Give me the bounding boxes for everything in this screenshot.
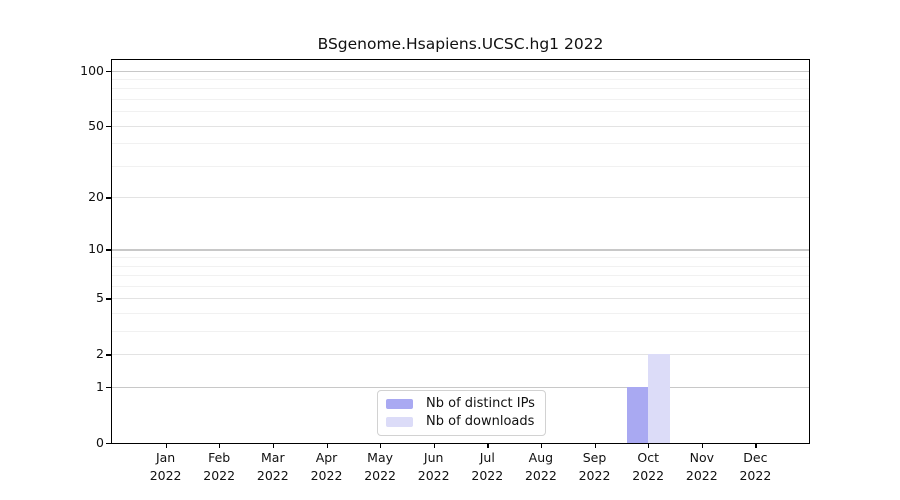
y-tick-mark: [106, 70, 112, 72]
gridline-minor: [112, 265, 809, 267]
y-tick-mark: [106, 443, 112, 445]
gridline-minor: [112, 88, 809, 90]
y-tick-label: 10: [88, 241, 104, 257]
y-tick-label: 20: [88, 189, 104, 205]
gridline-major: [112, 387, 809, 389]
x-tick-mark: [487, 443, 489, 448]
x-tick-mark: [701, 443, 704, 448]
gridline-minor: [112, 285, 809, 287]
x-tick-mark: [380, 443, 382, 448]
x-tick-label: Feb 2022: [184, 449, 254, 484]
x-tick-year: 2022: [203, 467, 236, 483]
y-tick-label: 2: [96, 346, 104, 362]
y-tick-label: 0: [96, 435, 104, 450]
y-tick-mark: [106, 197, 112, 199]
x-tick-label: Aug 2022: [506, 449, 576, 484]
chart-title: BSgenome.Hsapiens.UCSC.hg1 2022: [317, 35, 604, 53]
x-tick-year: 2022: [578, 467, 611, 483]
y-tick-mark: [106, 298, 112, 300]
x-tick-month: Oct: [637, 450, 659, 465]
x-tick-label: Nov 2022: [667, 449, 737, 484]
y-tick-mark: [106, 249, 112, 251]
x-tick-month: Jan: [155, 450, 176, 465]
x-tick-month: May: [367, 450, 394, 465]
x-tick-year: 2022: [524, 467, 557, 483]
plot-area: Nb of distinct IPs Nb of downloads: [111, 59, 810, 444]
bar-downloads: [648, 354, 670, 443]
x-tick-month: Mar: [261, 450, 285, 465]
x-tick-month: Feb: [208, 450, 231, 465]
gridline-mid: [112, 354, 809, 356]
gridline-mid: [112, 125, 809, 127]
y-tick-label: 100: [80, 62, 104, 78]
x-tick-month: Jul: [479, 450, 495, 465]
gridline-minor: [112, 98, 809, 100]
bar-distinct-ips: [626, 387, 649, 443]
y-tick-label: 1: [96, 379, 104, 395]
x-tick-label: Jul 2022: [452, 449, 522, 484]
gridline-minor: [112, 257, 809, 259]
legend-item-label: Nb of downloads: [426, 414, 535, 429]
x-tick-mark: [594, 443, 596, 448]
x-tick-mark: [165, 443, 167, 448]
x-tick-label: Oct 2022: [613, 449, 683, 484]
x-tick-year: 2022: [256, 467, 289, 483]
x-tick-label: Dec 2022: [720, 449, 790, 484]
x-tick-mark: [755, 443, 757, 448]
gridline-major: [112, 70, 809, 72]
x-tick-year: 2022: [364, 467, 396, 483]
x-tick-label: Jun 2022: [399, 449, 469, 484]
x-tick-mark: [433, 443, 435, 448]
x-tick-year: 2022: [632, 467, 665, 483]
gridline-minor: [112, 313, 809, 315]
x-tick-month: Jun: [423, 450, 444, 465]
y-tick-mark: [106, 125, 112, 127]
x-tick-month: Nov: [689, 450, 714, 465]
x-tick-month: Dec: [743, 450, 768, 465]
x-tick-year: 2022: [685, 467, 718, 483]
legend-swatch: [386, 416, 413, 427]
x-tick-label: Mar 2022: [238, 449, 308, 484]
x-tick-month: Aug: [528, 450, 554, 465]
legend: Nb of distinct IPs Nb of downloads: [377, 390, 546, 436]
legend-swatch: [386, 398, 413, 409]
x-tick-month: Sep: [582, 450, 607, 465]
x-tick-year: 2022: [739, 467, 772, 483]
y-tick-label: 5: [96, 290, 104, 306]
y-tick-mark: [106, 354, 112, 356]
x-tick-label: Jan 2022: [131, 449, 201, 484]
x-tick-label: Apr 2022: [292, 449, 362, 484]
x-tick-mark: [540, 443, 543, 448]
x-tick-label: Sep 2022: [560, 449, 630, 484]
x-tick-label: May 2022: [345, 449, 415, 484]
gridline-major: [112, 249, 809, 251]
gridline-mid: [112, 197, 809, 199]
x-tick-year: 2022: [310, 467, 343, 483]
x-tick-year: 2022: [471, 467, 504, 483]
x-tick-year: 2022: [149, 467, 182, 483]
gridline-minor: [112, 111, 809, 113]
legend-item-label: Nb of distinct IPs: [426, 396, 535, 411]
gridline-minor: [112, 275, 809, 277]
legend-item: Nb of distinct IPs: [386, 397, 535, 410]
gridline-minor: [112, 165, 809, 167]
gridline-mid: [112, 298, 809, 300]
gridline-minor: [112, 331, 809, 333]
x-tick-year: 2022: [417, 467, 450, 483]
gridline-minor: [112, 143, 809, 145]
x-tick-mark: [326, 443, 328, 448]
y-tick-label: 50: [88, 117, 104, 133]
y-tick-mark: [106, 387, 112, 389]
x-tick-month: Apr: [315, 450, 338, 465]
x-tick-mark: [648, 443, 650, 448]
gridline-minor: [112, 78, 809, 80]
legend-item: Nb of downloads: [386, 415, 535, 428]
x-tick-mark: [219, 443, 221, 448]
x-tick-mark: [272, 443, 275, 448]
